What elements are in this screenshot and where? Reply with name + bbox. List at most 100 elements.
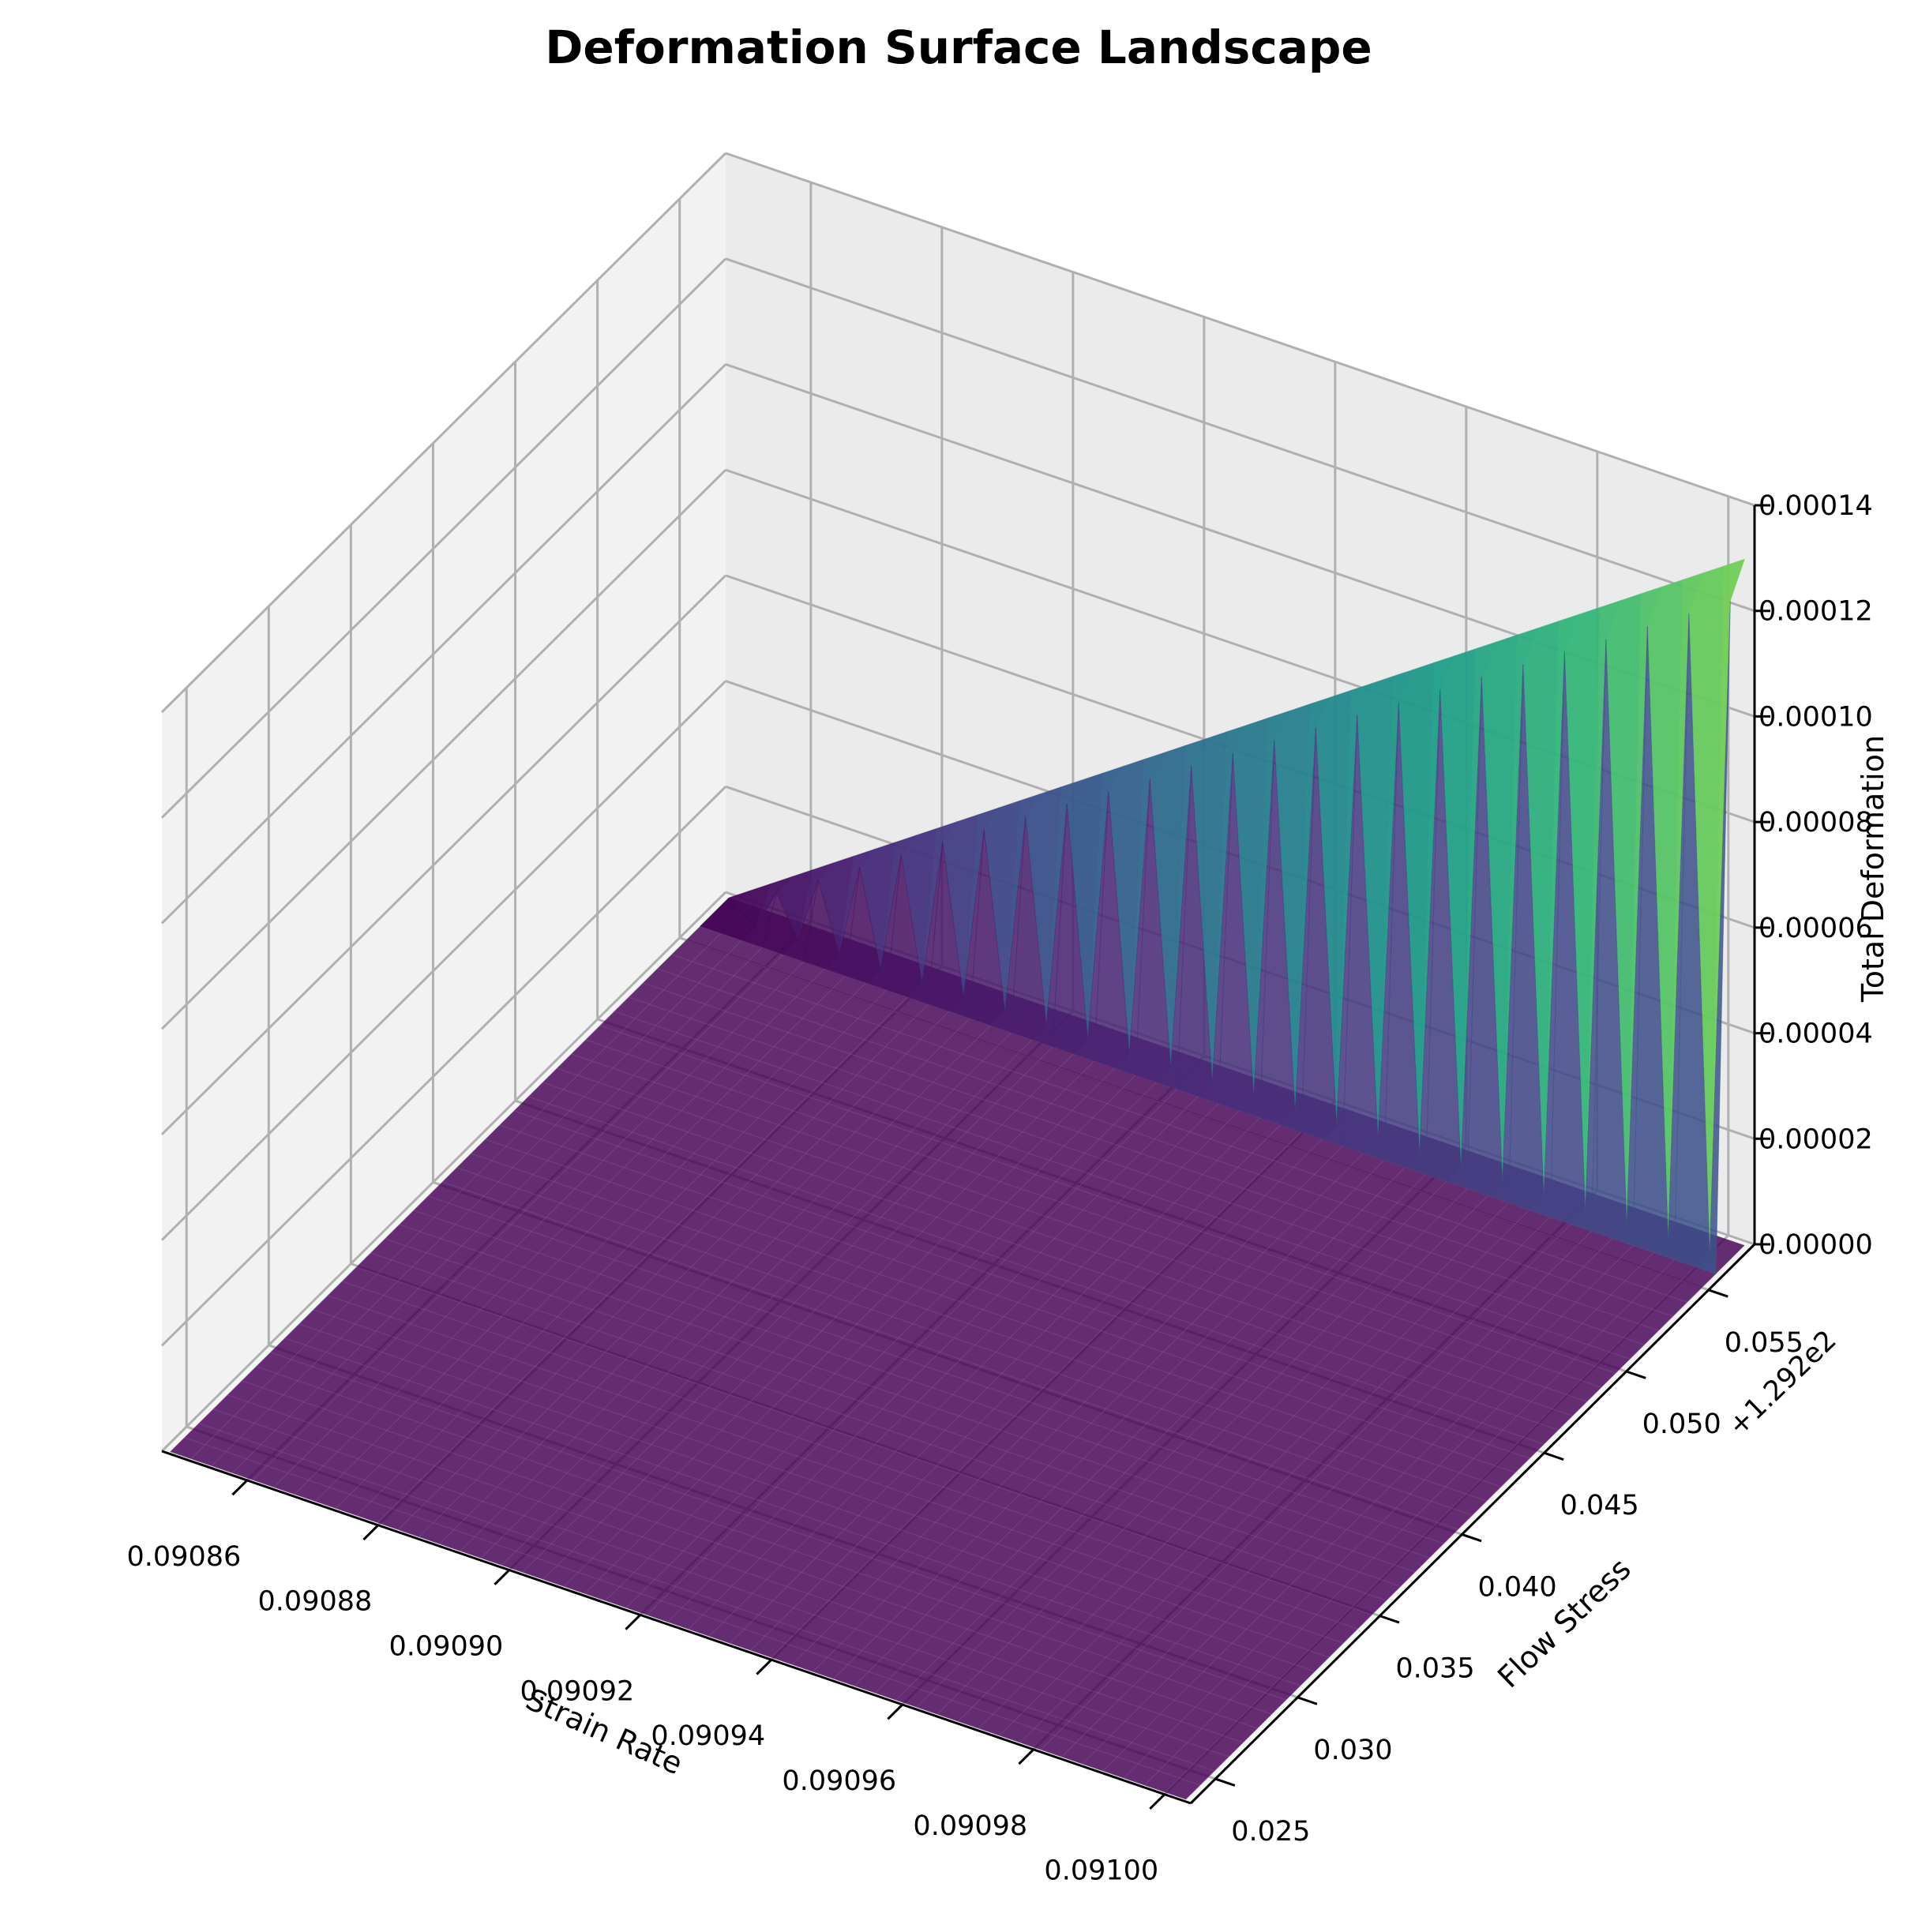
surface-mesh-line — [671, 954, 1688, 1303]
surface-mesh-line — [527, 1096, 1545, 1445]
y-tick-label: 0.025 — [1231, 1816, 1310, 1848]
surface-mesh-line — [812, 1146, 1344, 1672]
surface-mesh-line — [212, 1409, 1229, 1758]
surface-mesh-line — [356, 1266, 1372, 1615]
surface-mesh-line — [685, 940, 1702, 1289]
surface-mesh-line — [542, 1082, 1559, 1431]
surface-mesh-line — [584, 1067, 1116, 1594]
grid-line — [160, 574, 727, 1135]
y-tick-mark — [1214, 1777, 1236, 1787]
surface-mesh-line — [418, 1011, 950, 1538]
surface-mesh-line — [957, 1195, 1488, 1722]
surface-mesh-line — [688, 1103, 1219, 1630]
pane-left — [162, 153, 726, 1451]
surface-mesh-line — [169, 925, 701, 1453]
z-tick-label: 0.00014 — [1758, 490, 1873, 522]
surface-mesh-line — [480, 1032, 1012, 1559]
surface-mesh-line — [231, 947, 764, 1474]
surface-mesh-line — [399, 1224, 1416, 1573]
surface-mesh-line — [628, 996, 1645, 1345]
x-axis-ticks: 0.09086 0.09088 0.09090 0.09092 0.09094 0.090… — [127, 1479, 1165, 1887]
x-axis-line — [161, 1450, 1192, 1805]
surface-mesh-line — [657, 968, 1673, 1317]
surface-mesh-line — [356, 989, 888, 1517]
surface-mesh-line — [170, 1451, 1186, 1800]
surface-patch — [1709, 558, 1746, 1253]
x-tick-mark — [231, 1479, 248, 1496]
x-tick-label: 0.09096 — [782, 1765, 896, 1797]
y-tick-mark — [1297, 1696, 1318, 1705]
surface-mesh-line — [341, 1281, 1358, 1630]
surface-mesh-line — [1102, 1244, 1634, 1772]
x-tick-label: 0.09094 — [651, 1720, 765, 1752]
surface-mesh-line — [241, 1380, 1258, 1729]
surface-mesh-line — [184, 1437, 1201, 1786]
surface-mesh-line — [513, 1110, 1530, 1459]
surface-mesh-line — [605, 1075, 1136, 1601]
chart-title: Deformation Surface Landscape — [545, 21, 1372, 74]
axis-lines — [161, 505, 1756, 1805]
surface-mesh-line — [1019, 1216, 1551, 1743]
x-tick-label: 0.09098 — [913, 1810, 1027, 1842]
surface-mesh-line — [978, 1202, 1510, 1729]
y-tick-mark — [1708, 1289, 1728, 1298]
surface-mesh-line — [190, 932, 722, 1460]
surface-mesh-line — [284, 1337, 1301, 1686]
x-tick-mark — [756, 1659, 772, 1675]
surface-mesh-line — [499, 1124, 1516, 1473]
deformation-surface — [169, 558, 1746, 1800]
x-tick-label: 0.09100 — [1044, 1855, 1158, 1887]
surface-mesh-line — [335, 982, 867, 1510]
surface-mesh-line — [314, 975, 846, 1502]
x-tick-mark — [1018, 1748, 1034, 1765]
surface-mesh-line — [397, 1004, 929, 1531]
x-tick-mark — [1149, 1793, 1165, 1810]
surface-mesh-line — [298, 1323, 1316, 1672]
surface-mesh-line — [198, 1423, 1215, 1772]
grid-line — [160, 786, 727, 1347]
surface-mesh-line — [377, 996, 908, 1524]
x-tick-label: 0.09086 — [127, 1541, 242, 1573]
grid-line — [160, 680, 727, 1241]
y-tick-label: 0.055 — [1725, 1327, 1804, 1359]
y-tick-mark — [1544, 1451, 1564, 1461]
x-tick-label: 0.09090 — [389, 1631, 504, 1663]
surface-mesh-line — [227, 1394, 1244, 1743]
surface-mesh-line — [874, 1167, 1406, 1694]
surface-mesh-line — [646, 1089, 1178, 1615]
surface-mesh-line — [614, 1011, 1631, 1360]
surface-mesh-line — [256, 1366, 1272, 1715]
x-tick-mark — [494, 1569, 510, 1585]
y-tick-mark — [1461, 1532, 1482, 1543]
surface-mesh-line — [270, 1352, 1287, 1701]
surface-mesh-line — [1185, 1273, 1717, 1800]
grid-line — [725, 257, 1755, 613]
surface-mesh-line — [599, 1025, 1616, 1374]
surface-mesh-line — [211, 940, 742, 1467]
y-tick-label: 0.045 — [1560, 1490, 1639, 1521]
surface-mesh-line — [485, 1139, 1502, 1487]
surface-mesh-line — [1143, 1259, 1676, 1786]
surface-mesh-line — [708, 1110, 1240, 1637]
surface-mesh-line — [456, 1167, 1473, 1516]
surface-mesh-line — [439, 1018, 970, 1545]
surface-mesh-line — [441, 1181, 1458, 1530]
y-tick-label: 0.050 — [1642, 1409, 1721, 1440]
surface-mesh-line — [999, 1209, 1530, 1736]
surface-mesh-line — [791, 1139, 1323, 1665]
surface-mesh-line — [294, 968, 825, 1495]
surface-mesh-line — [854, 1160, 1385, 1686]
surface-mesh-line — [327, 1295, 1344, 1644]
surface-mesh-line — [501, 1039, 1033, 1566]
surface-mesh-line — [1165, 1266, 1696, 1793]
z-tick-label: 0.00004 — [1758, 1019, 1873, 1050]
surface-mesh-line — [1082, 1237, 1613, 1765]
surface-mesh-line — [625, 1082, 1157, 1608]
surface-mesh-line — [413, 1210, 1430, 1559]
surface-mesh-line — [936, 1188, 1468, 1715]
surface-mesh-line — [585, 1039, 1602, 1388]
surface-mesh-line — [571, 1053, 1588, 1402]
y-axis-line — [1189, 1243, 1756, 1805]
z-tick-label: 0.00010 — [1758, 701, 1873, 733]
